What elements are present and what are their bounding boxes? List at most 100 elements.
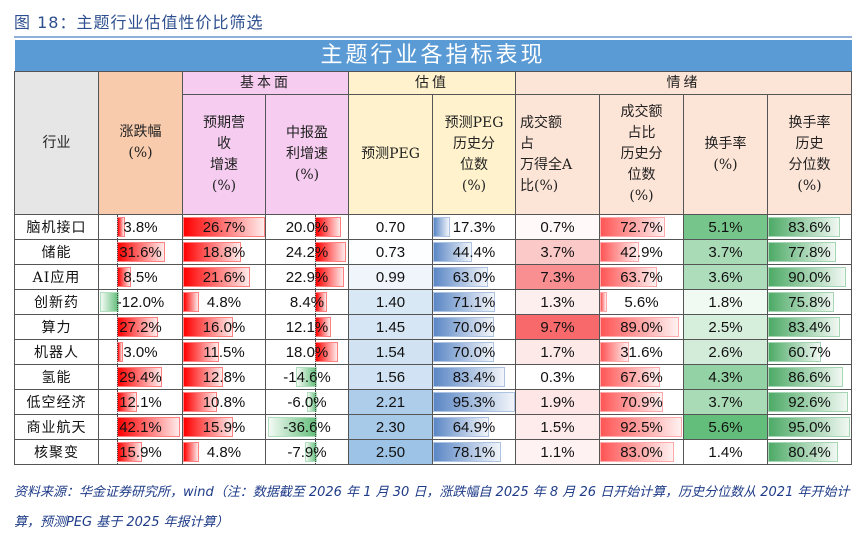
bar-axis: [315, 365, 316, 389]
data-bar: [183, 242, 242, 262]
turnover-share-pct-value: 89.0%: [620, 318, 663, 336]
cell-turnover-rate-pct: 86.6%: [766, 364, 853, 390]
peg-pct-value: 70.0%: [452, 343, 496, 361]
cell-turnover-rate: 2.6%: [683, 339, 768, 365]
bar-axis: [315, 340, 316, 364]
cell-turnover-rate: 1.4%: [683, 439, 768, 465]
industry-value: 商业航天: [26, 420, 87, 436]
data-bar: [268, 417, 317, 437]
cell-turnover-rate-pct: 83.6%: [766, 214, 853, 240]
data-bar: [600, 392, 664, 412]
cell-peg: 1.40: [348, 289, 433, 315]
profit-growth-value: -6.0%: [287, 393, 327, 411]
cell-change: 27.2%: [98, 314, 183, 340]
table-row: 低空经济 12.1% 10.8% -6.0% 2.21 95.3% 1.9% 70.9% 3.7…: [14, 389, 853, 415]
cell-change: 15.9%: [98, 439, 183, 465]
cell-turnover-rate: 2.5%: [683, 314, 768, 340]
data-bar: [433, 217, 450, 237]
cell-turnover-rate: 5.6%: [683, 414, 768, 440]
cell-change: 31.6%: [98, 239, 183, 265]
cell-industry: 商业航天: [14, 414, 99, 440]
table-row: AI应用 8.5% 21.6% 22.9% 0.99 63.0% 7.3% 63.7% 3.6%…: [14, 264, 853, 290]
change-value: 3.8%: [123, 218, 158, 236]
table-row: 核聚变 15.9% 4.8% -7.9% 2.50 78.1% 1.1% 83.0% 1.4% 8…: [14, 439, 853, 465]
rev-growth-value: 12.8%: [202, 368, 246, 386]
data-bar: [307, 392, 317, 412]
cell-rev-growth: 21.6%: [182, 264, 266, 290]
peg-value: 2.30: [375, 418, 406, 436]
cell-peg: 1.56: [348, 364, 433, 390]
cell-profit-growth: 24.2%: [265, 239, 349, 265]
turnover-rate-pct-value: 80.4%: [788, 443, 831, 461]
change-value: 42.1%: [119, 418, 162, 436]
peg-pct-value: 17.3%: [452, 218, 496, 236]
cell-rev-growth: 11.5%: [182, 339, 266, 365]
industry-value: 机器人: [34, 345, 79, 361]
rev-growth-value: 15.9%: [202, 418, 246, 436]
rev-growth-value: 10.8%: [202, 393, 246, 411]
cell-turnover-rate: 3.7%: [683, 239, 768, 265]
turnover-rate-value: 3.7%: [708, 243, 743, 261]
cell-turnover-rate: 3.6%: [683, 264, 768, 290]
cell-peg-pct: 78.1%: [432, 439, 516, 465]
industry-value: 创新药: [34, 295, 79, 311]
peg-pct-value: 83.4%: [452, 368, 496, 386]
cell-profit-growth: -6.0%: [265, 389, 349, 415]
data-bar: [768, 367, 843, 387]
cell-peg: 0.70: [348, 214, 433, 240]
table-row: 创新药 -12.0% 4.8% 8.4% 1.40 71.1% 1.3% 5.6% 1.8% 75…: [14, 289, 853, 315]
cell-profit-growth: -14.6%: [265, 364, 349, 390]
cell-change: -12.0%: [98, 289, 183, 315]
bar-axis: [315, 265, 316, 289]
peg-value: 0.99: [375, 268, 406, 286]
header-profit-growth: 中报盈 利增速 (%): [265, 94, 349, 215]
bar-axis: [117, 265, 118, 289]
cell-industry: 机器人: [14, 339, 99, 365]
theme-industry-table: 主题行业各指标表现 行业 涨跌幅 (%) 基本面 估值 情绪 预期营 收 增速 …: [14, 40, 853, 465]
rev-growth-value: 21.6%: [202, 268, 246, 286]
profit-growth-value: 22.9%: [285, 268, 329, 286]
profit-growth-value: -36.6%: [283, 418, 331, 436]
data-bar: [600, 442, 674, 462]
header-industry: 行业: [14, 71, 99, 215]
data-bar: [183, 317, 233, 337]
cell-peg-pct: 63.0%: [432, 264, 516, 290]
turnover-share-pct-value: 72.7%: [620, 218, 663, 236]
bar-axis: [117, 290, 118, 314]
peg-value: 1.54: [375, 343, 406, 361]
peg-pct-value: 63.0%: [452, 268, 496, 286]
data-bar: [433, 292, 495, 312]
cell-turnover-share: 1.9%: [515, 389, 600, 415]
cell-turnover-rate-pct: 90.0%: [766, 264, 853, 290]
data-bar: [433, 367, 505, 387]
cell-profit-growth: -36.6%: [265, 414, 349, 440]
cell-turnover-rate-pct: 60.7%: [766, 339, 853, 365]
turnover-rate-value: 2.5%: [708, 318, 743, 336]
industry-value: 低空经济: [26, 395, 87, 411]
bar-axis: [117, 440, 118, 464]
peg-value: 1.40: [375, 293, 406, 311]
turnover-share-pct-value: 92.5%: [620, 418, 663, 436]
data-bar: [183, 442, 200, 462]
cell-profit-growth: 20.0%: [265, 214, 349, 240]
turnover-rate-value: 1.4%: [708, 443, 743, 461]
bar-axis: [117, 340, 118, 364]
cell-rev-growth: 4.8%: [182, 439, 266, 465]
cell-turnover-share-pct: 92.5%: [599, 414, 684, 440]
cell-peg-pct: 70.0%: [432, 339, 516, 365]
rev-growth-value: 4.8%: [206, 443, 242, 461]
data-bar: [183, 392, 218, 412]
peg-pct-value: 95.3%: [452, 393, 496, 411]
cell-turnover-share-pct: 63.7%: [599, 264, 684, 290]
profit-growth-value: 24.2%: [285, 243, 329, 261]
table-row: 机器人 3.0% 11.5% 18.0% 1.54 70.0% 1.7% 31.6% 2.6% 6…: [14, 339, 853, 365]
header-group-valuation: 估值: [348, 71, 516, 95]
cell-peg-pct: 83.4%: [432, 364, 516, 390]
bar-axis: [315, 315, 316, 339]
peg-value: 1.56: [375, 368, 406, 386]
change-value: 15.9%: [119, 443, 162, 461]
bar-axis: [117, 215, 118, 239]
cell-industry: AI应用: [14, 264, 99, 290]
cell-turnover-share-pct: 67.6%: [599, 364, 684, 390]
cell-turnover-share-pct: 42.9%: [599, 239, 684, 265]
